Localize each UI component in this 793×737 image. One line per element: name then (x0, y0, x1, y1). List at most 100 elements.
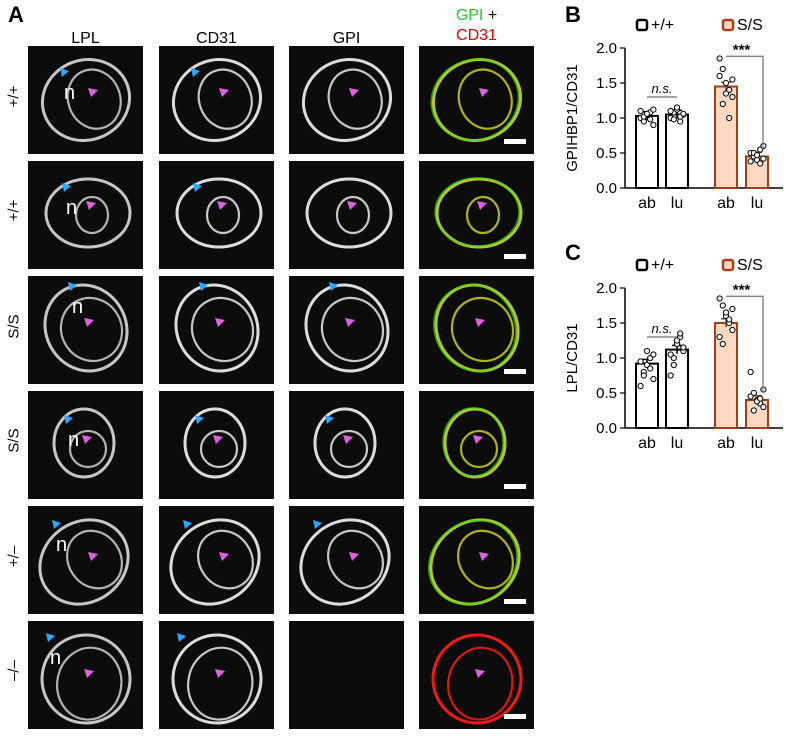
blue-arrowhead-icon (46, 633, 55, 642)
row-label-4: S/S (5, 428, 23, 453)
vessel-outer-outline (434, 283, 520, 373)
data-point (747, 393, 754, 400)
micrograph-r1-c2 (159, 46, 274, 154)
x-category-label: ab (638, 195, 656, 212)
x-category-label: lu (671, 195, 683, 212)
vessel-outer-outline (43, 283, 129, 373)
merge-green-overlay (432, 284, 517, 372)
vessel-inner-outline (457, 529, 514, 590)
legend-swatch (635, 18, 649, 32)
data-point (719, 302, 726, 309)
magenta-arrowhead-icon (215, 318, 225, 327)
vessel-inner-outline (59, 296, 124, 363)
data-point (729, 305, 736, 313)
magenta-arrowhead-icon (343, 435, 353, 444)
blue-arrowhead-icon (183, 520, 192, 529)
data-point (637, 358, 644, 365)
vessel-inner-outline (327, 529, 384, 590)
vessel-outer-outline (443, 407, 507, 479)
vessel-inner-outline (66, 68, 122, 130)
row-label-3: S/S (5, 314, 23, 339)
panel-letter-b: B (565, 2, 581, 27)
data-point (726, 316, 733, 323)
merge-green-overlay (430, 58, 520, 141)
column-header-gpi: GPI (332, 30, 361, 47)
vessel-inner-outline (459, 429, 499, 469)
vessel-inner-outline (327, 68, 383, 130)
nucleus-label: n (68, 429, 80, 451)
column-header-cd31: CD31 (196, 30, 237, 47)
vessel-outer-outline (171, 58, 263, 142)
vessel-inner-outline (447, 646, 514, 721)
data-point (650, 106, 657, 113)
vessel-outer-outline (305, 177, 393, 249)
vessel-outer-outline (431, 58, 523, 142)
scale-bar (504, 714, 526, 719)
vessel-inner-outline (66, 529, 123, 590)
vessel-inner-outline (187, 646, 254, 721)
nucleus-label: n (56, 534, 68, 556)
nucleus-label: n (66, 197, 78, 219)
y-tick-label: 1.5 (596, 75, 617, 92)
data-point (643, 347, 651, 355)
data-point (753, 152, 761, 159)
data-point (726, 114, 733, 122)
vessel-outer-outline (52, 407, 116, 479)
data-point (667, 107, 674, 115)
magenta-arrowhead-icon (479, 552, 489, 561)
significance-bracket (726, 295, 764, 392)
magenta-arrowhead-icon (347, 201, 357, 210)
merge-green-overlay (442, 407, 504, 477)
column-header-lpl: LPL (71, 30, 100, 47)
x-category-label: lu (751, 435, 763, 452)
vessel-outer-outline (174, 283, 260, 373)
x-category-label: ab (717, 195, 735, 212)
legend-swatch (721, 258, 735, 272)
vessel-outer-outline (38, 518, 130, 606)
magenta-arrowhead-icon (219, 552, 229, 561)
micrograph-r6-c1: n (28, 621, 143, 729)
nucleus-label: n (64, 82, 76, 104)
nucleus-label: n (72, 296, 84, 318)
vessel-inner-outline (56, 646, 123, 721)
blue-arrowhead-icon (313, 520, 322, 529)
vessel-inner-outline (197, 529, 254, 590)
magenta-arrowhead-icon (475, 318, 485, 327)
merge-header-green: GPI (455, 7, 484, 24)
micrograph-r2-c4 (419, 161, 534, 269)
magenta-arrowhead-icon (479, 88, 489, 97)
vessel-outer-outline (169, 518, 261, 606)
legend-label: +/+ (651, 17, 674, 34)
significance-bracket (726, 55, 764, 149)
y-tick-label: 2.0 (596, 40, 617, 57)
data-point (647, 116, 654, 123)
scale-bar (504, 484, 526, 489)
magenta-arrowhead-icon (86, 201, 96, 210)
data-point (667, 372, 674, 379)
data-point (757, 395, 764, 402)
y-tick-label: 0.5 (596, 145, 617, 162)
vessel-outer-outline (171, 633, 263, 725)
vessel-outer-outline (183, 407, 247, 479)
data-point (719, 340, 726, 348)
legend-swatch (635, 258, 649, 272)
data-point (650, 351, 657, 358)
nucleus-label: n (50, 647, 62, 669)
blue-arrowhead-icon (195, 415, 204, 424)
blue-arrowhead-icon (177, 633, 186, 642)
column-header-merge: GPI + CD31 (419, 6, 534, 46)
data-point (650, 121, 657, 129)
data-point (673, 337, 681, 344)
vessel-outer-outline (301, 58, 393, 142)
scale-bar (504, 139, 526, 144)
micrograph-r4-c2 (159, 391, 274, 499)
data-point (680, 344, 687, 351)
blue-arrowhead-icon (62, 183, 71, 192)
data-point (670, 361, 677, 369)
blue-arrowhead-icon (68, 282, 77, 291)
micrograph-r5-c1: n (28, 506, 143, 614)
data-point (637, 107, 644, 115)
magenta-arrowhead-icon (219, 88, 229, 97)
micrograph-r5-c2 (159, 506, 274, 614)
vessel-inner-outline (329, 429, 369, 469)
